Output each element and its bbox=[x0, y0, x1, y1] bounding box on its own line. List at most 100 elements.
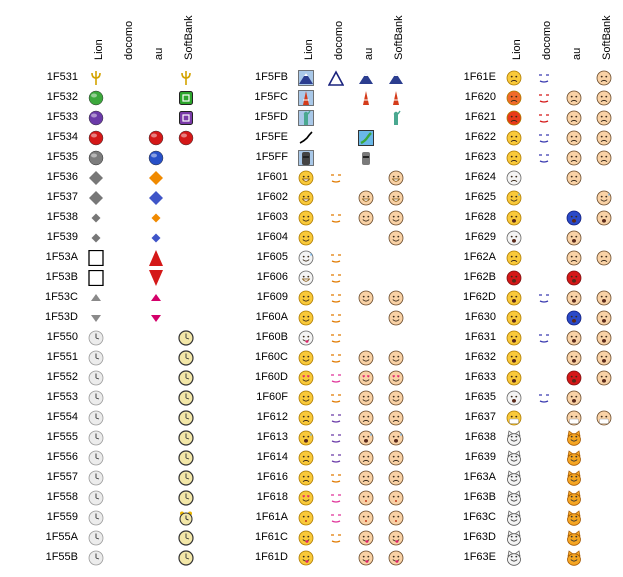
table-row: 1F618 bbox=[212, 488, 417, 508]
header-au: au bbox=[153, 47, 165, 60]
table-row: 1F61E bbox=[420, 68, 623, 88]
face-line-relieved-icon bbox=[328, 350, 344, 366]
table-row: 1F60B bbox=[212, 328, 417, 348]
face-line-wink-icon bbox=[328, 290, 344, 306]
face-fearful-peach-icon bbox=[596, 210, 612, 226]
codepoint-label: 1F622 bbox=[464, 131, 496, 143]
table-row: 1F53D bbox=[2, 308, 207, 328]
face-tongue-wink-icon bbox=[298, 530, 314, 546]
clock-color-icon bbox=[178, 470, 194, 486]
face-cry-icon bbox=[506, 130, 522, 146]
face-astonished-peach-icon bbox=[566, 350, 582, 366]
codepoint-label: 1F533 bbox=[46, 111, 78, 123]
face-astonished-peach-icon bbox=[596, 350, 612, 366]
face-unamused-peach-icon bbox=[358, 410, 374, 426]
face-kiss-closed-peach-icon bbox=[358, 510, 374, 526]
codepoint-label: 1F552 bbox=[46, 371, 78, 383]
header-docomo: docomo bbox=[333, 20, 345, 60]
face-angry-icon bbox=[506, 90, 522, 106]
pink-triangle-down-icon bbox=[148, 310, 164, 326]
table-row: 1F61A bbox=[212, 508, 417, 528]
table-row: 1F551 bbox=[2, 348, 207, 368]
clock-icon bbox=[88, 370, 104, 386]
codepoint-label: 1F551 bbox=[46, 351, 78, 363]
table-row: 1F53C bbox=[2, 288, 207, 308]
header-au: au bbox=[363, 47, 375, 60]
codepoint-label: 1F55A bbox=[45, 531, 78, 543]
codepoint-label: 1F614 bbox=[256, 451, 288, 463]
clock-color-icon bbox=[178, 530, 194, 546]
face-heart-eyes-icon bbox=[298, 370, 314, 386]
face-laugh-peach-icon bbox=[358, 190, 374, 206]
table-row: 1F531 bbox=[2, 68, 207, 88]
table-row: 1F604 bbox=[212, 228, 417, 248]
table-row: 1F5FC bbox=[212, 88, 417, 108]
table-row: 1F550 bbox=[2, 328, 207, 348]
clock-icon bbox=[88, 390, 104, 406]
purple-circle-icon bbox=[88, 110, 104, 126]
table-row: 1F637 bbox=[420, 408, 623, 428]
codepoint-label: 1F62A bbox=[463, 251, 496, 263]
face-pensive-peach-icon bbox=[358, 450, 374, 466]
face-laugh-gray-icon bbox=[298, 270, 314, 286]
mountain-photo-icon bbox=[298, 70, 314, 86]
table-row: 1F55B bbox=[2, 548, 207, 568]
face-flushed-red-icon bbox=[566, 370, 582, 386]
face-grin-peach-icon bbox=[388, 170, 404, 186]
face-cold-sweat-peach-icon bbox=[358, 430, 374, 446]
clock-icon bbox=[88, 490, 104, 506]
face-smirk-icon bbox=[298, 390, 314, 406]
face-line-unamused-icon bbox=[328, 410, 344, 426]
table-row: 1F633 bbox=[420, 368, 623, 388]
codepoint-label: 1F61C bbox=[254, 531, 288, 543]
table-row: 1F534 bbox=[2, 128, 207, 148]
face-line-pensive-icon bbox=[328, 450, 344, 466]
table-row: 1F63E bbox=[420, 548, 623, 568]
blue-diamond-small-icon bbox=[148, 230, 164, 246]
codepoint-label: 1F633 bbox=[464, 371, 496, 383]
face-weary-peach-icon bbox=[566, 230, 582, 246]
clock-color-icon bbox=[178, 490, 194, 506]
blue-circle-icon bbox=[148, 150, 164, 166]
purple-square-button-icon bbox=[178, 110, 194, 126]
codepoint-label: 1F63A bbox=[463, 471, 496, 483]
table-row: 1F555 bbox=[2, 428, 207, 448]
table-row: 1F639 bbox=[420, 448, 623, 468]
table-row: 1F624 bbox=[420, 168, 623, 188]
face-line-cold-sweat-icon bbox=[328, 430, 344, 446]
header-lion: Lion bbox=[511, 39, 523, 60]
cat-joy-gray-icon bbox=[506, 450, 522, 466]
table-row: 1F606 bbox=[212, 268, 417, 288]
table-row: 1F623 bbox=[420, 148, 623, 168]
face-relieved-peach-icon bbox=[358, 350, 374, 366]
face-smirk-peach-icon bbox=[388, 390, 404, 406]
codepoint-label: 1F557 bbox=[46, 471, 78, 483]
column-group-2: Lion docomo au SoftBank 1F5FB 1F5FC 1F5FD 1F5FE… bbox=[212, 0, 417, 577]
face-pensive-icon bbox=[298, 450, 314, 466]
codepoint-label: 1F638 bbox=[464, 431, 496, 443]
face-cold-sweat-icon bbox=[298, 430, 314, 446]
face-relieved-sweat-peach-icon bbox=[596, 190, 612, 206]
codepoint-label: 1F612 bbox=[256, 411, 288, 423]
blue-diamond-large-icon bbox=[148, 190, 164, 206]
table-row: 1F605 bbox=[212, 248, 417, 268]
face-smile-peach-icon bbox=[388, 210, 404, 226]
table-row: 1F53B bbox=[2, 268, 207, 288]
table-row: 1F537 bbox=[2, 188, 207, 208]
column-group-1: Lion docomo au SoftBank 1F531 1F532 1F533 1F534… bbox=[2, 0, 207, 577]
face-tongue-closed-peach-icon bbox=[358, 550, 374, 566]
face-line-disappointed-icon bbox=[536, 70, 552, 86]
tower-color-icon bbox=[358, 90, 374, 106]
cat-pout-gray-icon bbox=[506, 550, 522, 566]
face-flushed-peach-icon bbox=[596, 370, 612, 386]
face-kiss-peach-icon bbox=[388, 490, 404, 506]
gray-triangle-up-icon bbox=[88, 290, 104, 306]
table-row: 1F5FD bbox=[212, 108, 417, 128]
cat-pout-orange-icon bbox=[566, 550, 582, 566]
header-docomo: docomo bbox=[123, 20, 135, 60]
codepoint-label: 1F537 bbox=[46, 191, 78, 203]
codepoint-label: 1F53B bbox=[45, 271, 78, 283]
face-persevere-peach-icon bbox=[596, 150, 612, 166]
red-triangle-up-icon bbox=[148, 250, 164, 266]
face-fearful-icon bbox=[506, 210, 522, 226]
